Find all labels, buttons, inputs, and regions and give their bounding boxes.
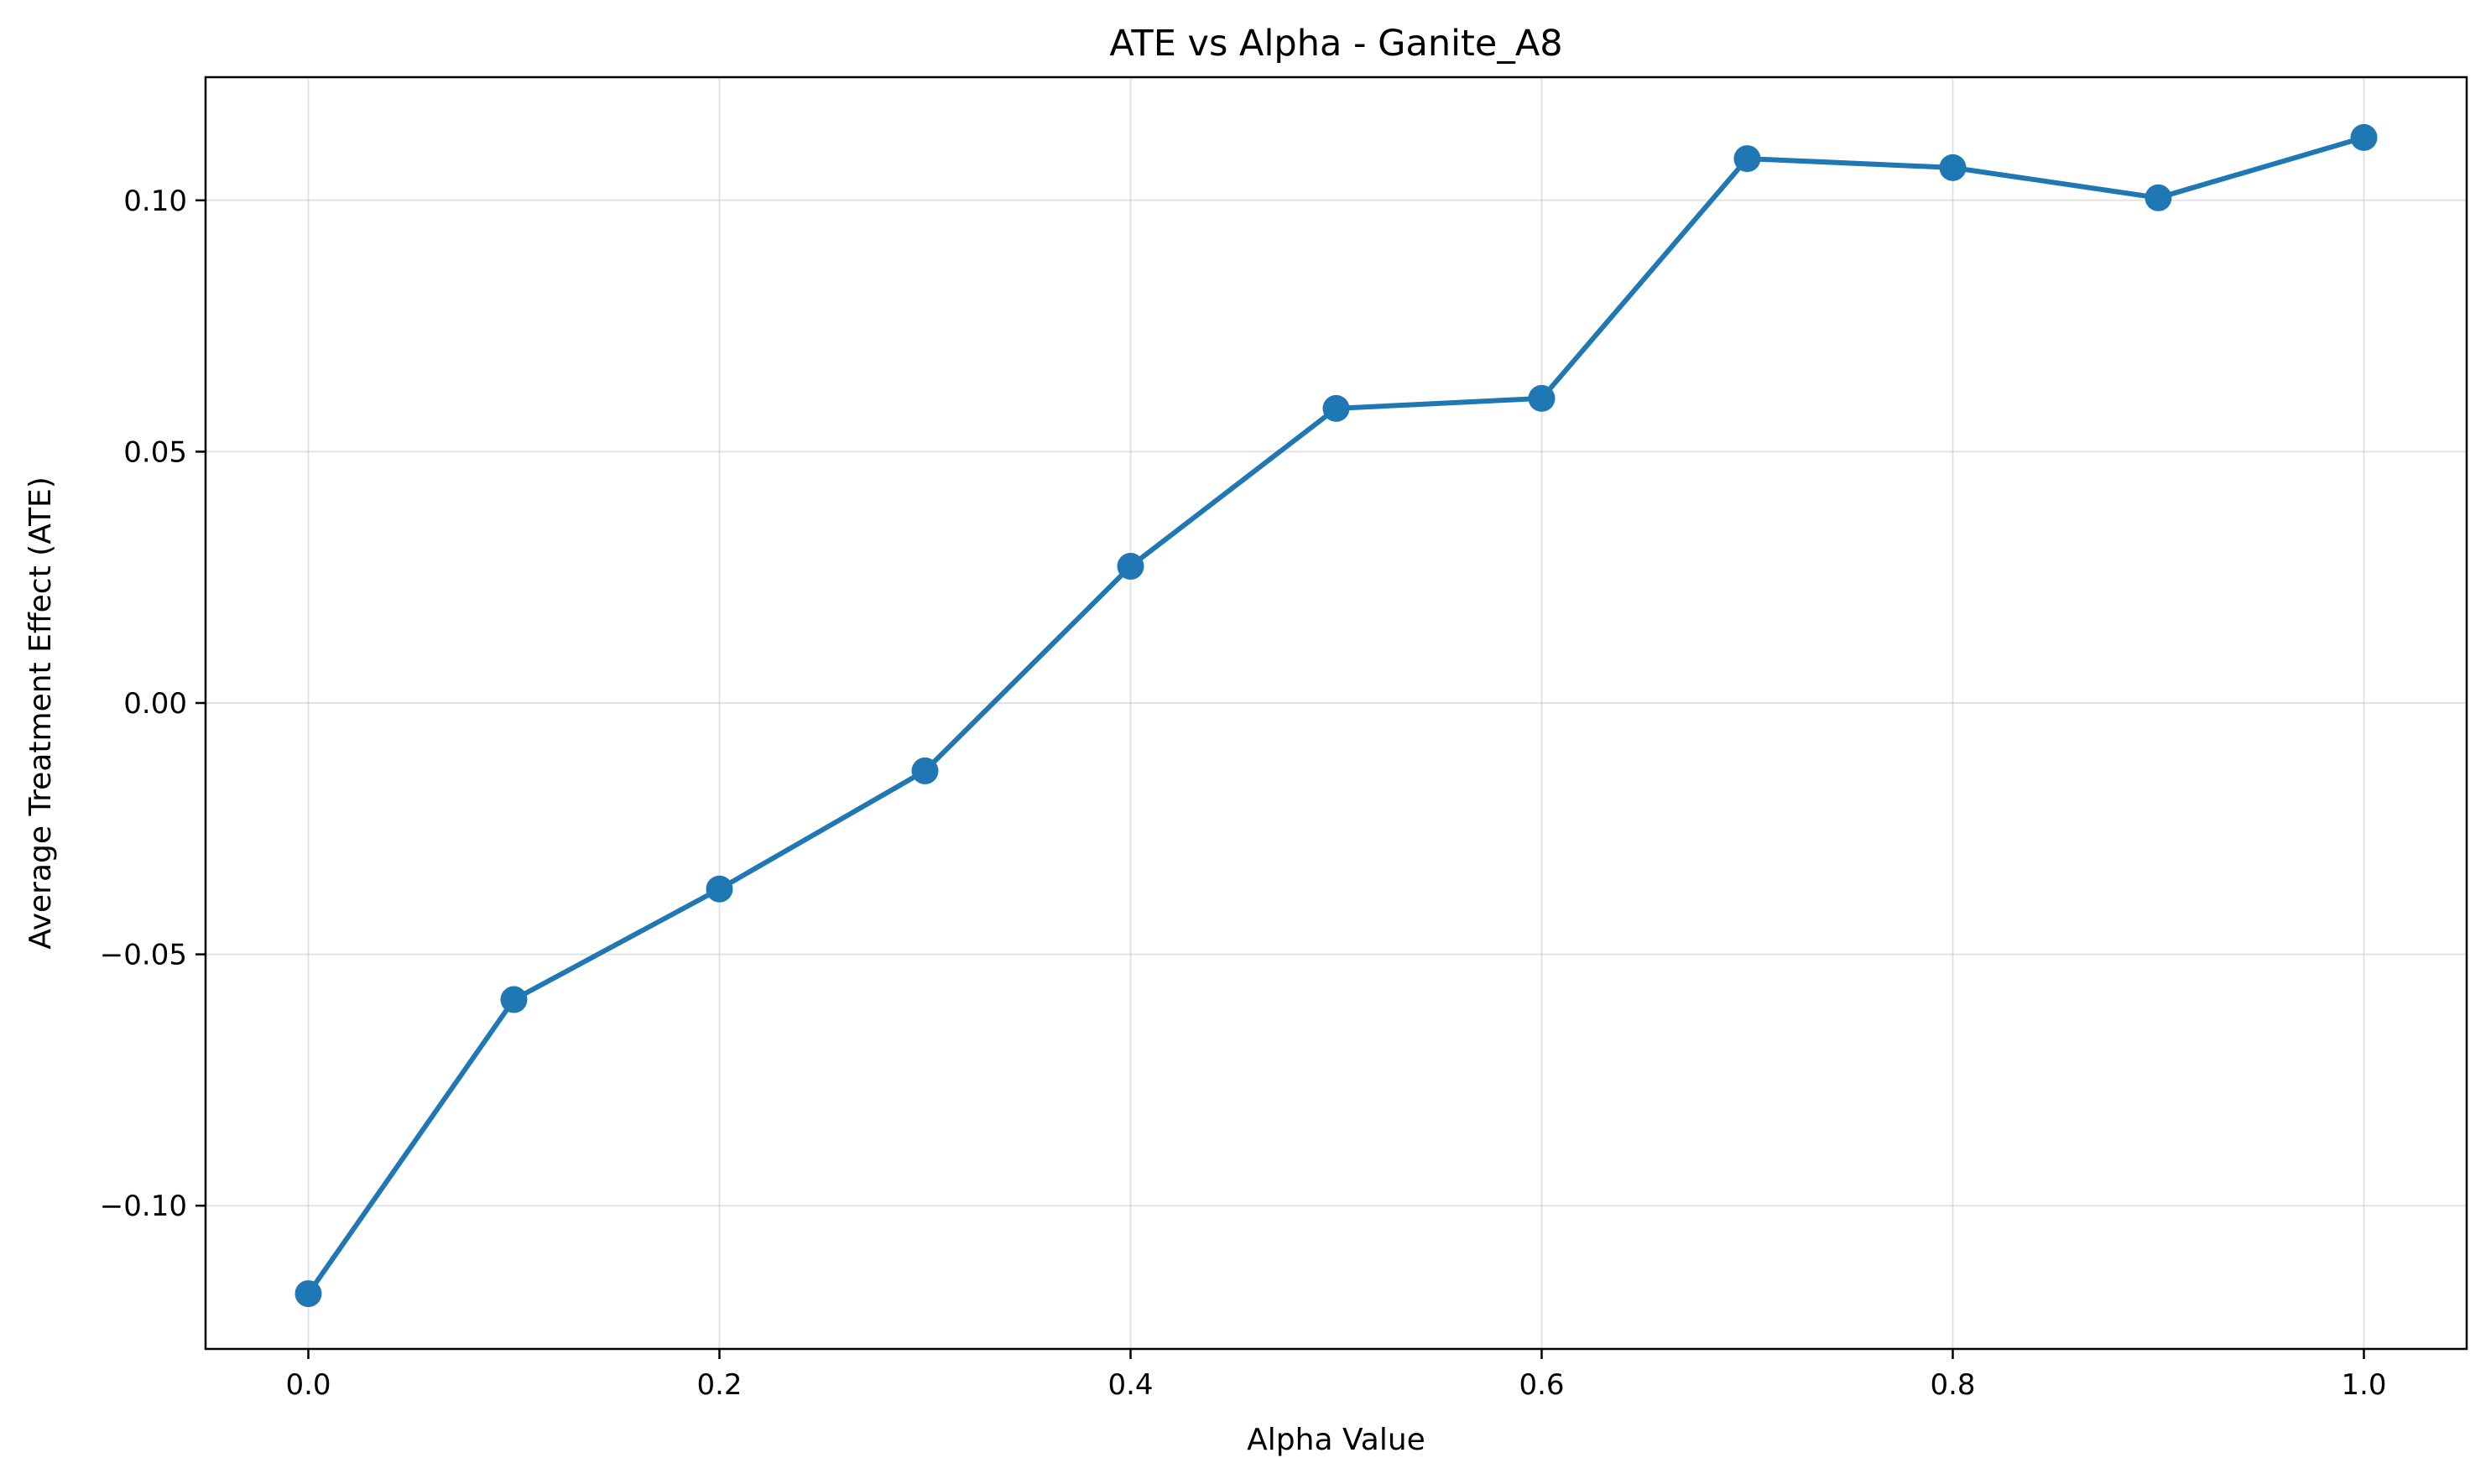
y-tick-label: 0.05: [123, 435, 187, 469]
data-point: [294, 1280, 322, 1308]
x-axis-label: Alpha Value: [1247, 1423, 1425, 1457]
data-point: [1117, 553, 1144, 581]
x-tick-label: 0.8: [1930, 1368, 1975, 1402]
data-point: [1939, 154, 1967, 181]
data-point: [1528, 384, 1556, 412]
chart-title: ATE vs Alpha - Ganite_A8: [1109, 23, 1562, 65]
y-tick-label: −0.10: [100, 1190, 187, 1223]
series-layer: [294, 123, 2378, 1308]
x-tick-label: 0.0: [285, 1368, 331, 1402]
data-point: [1322, 394, 1350, 422]
data-point: [2350, 123, 2378, 151]
y-tick-label: 0.00: [123, 687, 187, 721]
y-tick-label: 0.10: [123, 185, 187, 218]
data-point: [500, 986, 528, 1013]
y-axis-label: Average Treatment Effect (ATE): [23, 476, 58, 950]
data-point: [706, 875, 733, 903]
plot-frame: [204, 76, 2468, 1351]
x-tick-label: 1.0: [2341, 1368, 2386, 1402]
x-tick-label: 0.2: [696, 1368, 742, 1402]
grid: [206, 77, 2467, 1349]
y-tick-label: −0.05: [100, 939, 187, 972]
data-point: [1733, 145, 1761, 173]
x-tick-label: 0.6: [1519, 1368, 1564, 1402]
data-point: [911, 757, 939, 784]
data-point: [2144, 184, 2172, 211]
ticks: 0.0 0.2 0.4 0.6 0.8 1.0 −0.10 −0.05 0.00 0.05 0.10: [100, 185, 2387, 1402]
x-tick-label: 0.4: [1107, 1368, 1153, 1402]
